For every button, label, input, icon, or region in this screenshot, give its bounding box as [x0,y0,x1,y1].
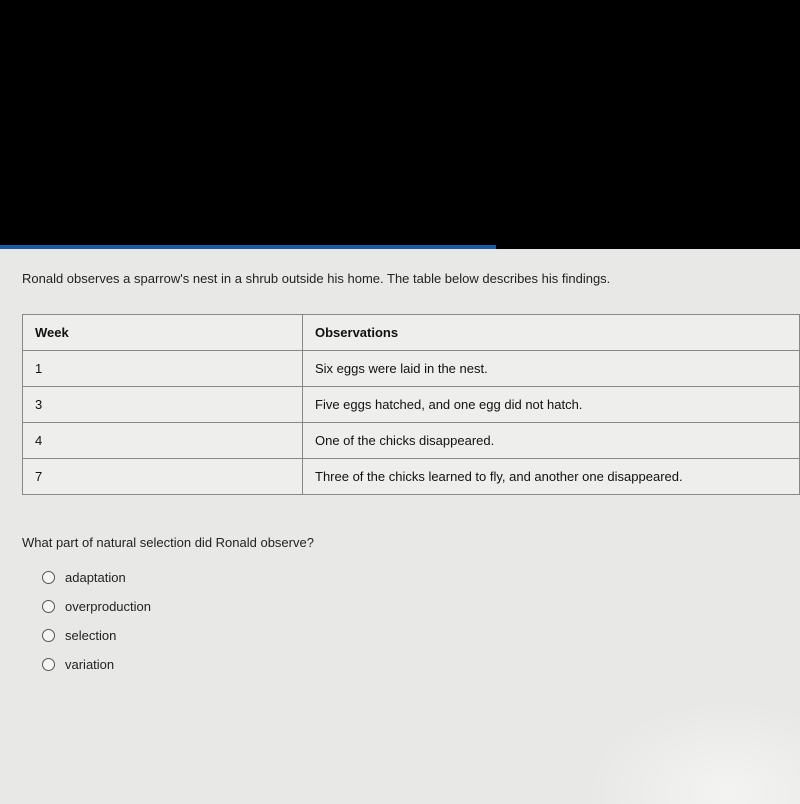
options-group: adaptation overproduction selection vari… [42,570,800,672]
cell-week: 1 [23,351,303,387]
option-variation[interactable]: variation [42,657,800,672]
header-observations: Observations [303,315,800,351]
radio-icon [42,658,55,671]
option-selection[interactable]: selection [42,628,800,643]
cell-week: 7 [23,459,303,495]
radio-icon [42,629,55,642]
table-row: 7 Three of the chicks learned to fly, an… [23,459,800,495]
cell-obs: Three of the chicks learned to fly, and … [303,459,800,495]
table-row: 4 One of the chicks disappeared. [23,423,800,459]
radio-icon [42,600,55,613]
option-label: adaptation [65,570,126,585]
table-row: 1 Six eggs were laid in the nest. [23,351,800,387]
observations-table: Week Observations 1 Six eggs were laid i… [22,314,800,495]
option-label: overproduction [65,599,151,614]
intro-text: Ronald observes a sparrow's nest in a sh… [22,271,800,286]
cell-week: 3 [23,387,303,423]
option-label: variation [65,657,114,672]
screen-glare [560,684,800,804]
cell-obs: Six eggs were laid in the nest. [303,351,800,387]
option-adaptation[interactable]: adaptation [42,570,800,585]
cell-week: 4 [23,423,303,459]
option-label: selection [65,628,116,643]
question-panel: Ronald observes a sparrow's nest in a sh… [0,249,800,804]
table-row: 3 Five eggs hatched, and one egg did not… [23,387,800,423]
top-black-bar [0,0,800,245]
table-header-row: Week Observations [23,315,800,351]
option-overproduction[interactable]: overproduction [42,599,800,614]
cell-obs: One of the chicks disappeared. [303,423,800,459]
radio-icon [42,571,55,584]
header-week: Week [23,315,303,351]
cell-obs: Five eggs hatched, and one egg did not h… [303,387,800,423]
question-text: What part of natural selection did Ronal… [22,535,800,550]
